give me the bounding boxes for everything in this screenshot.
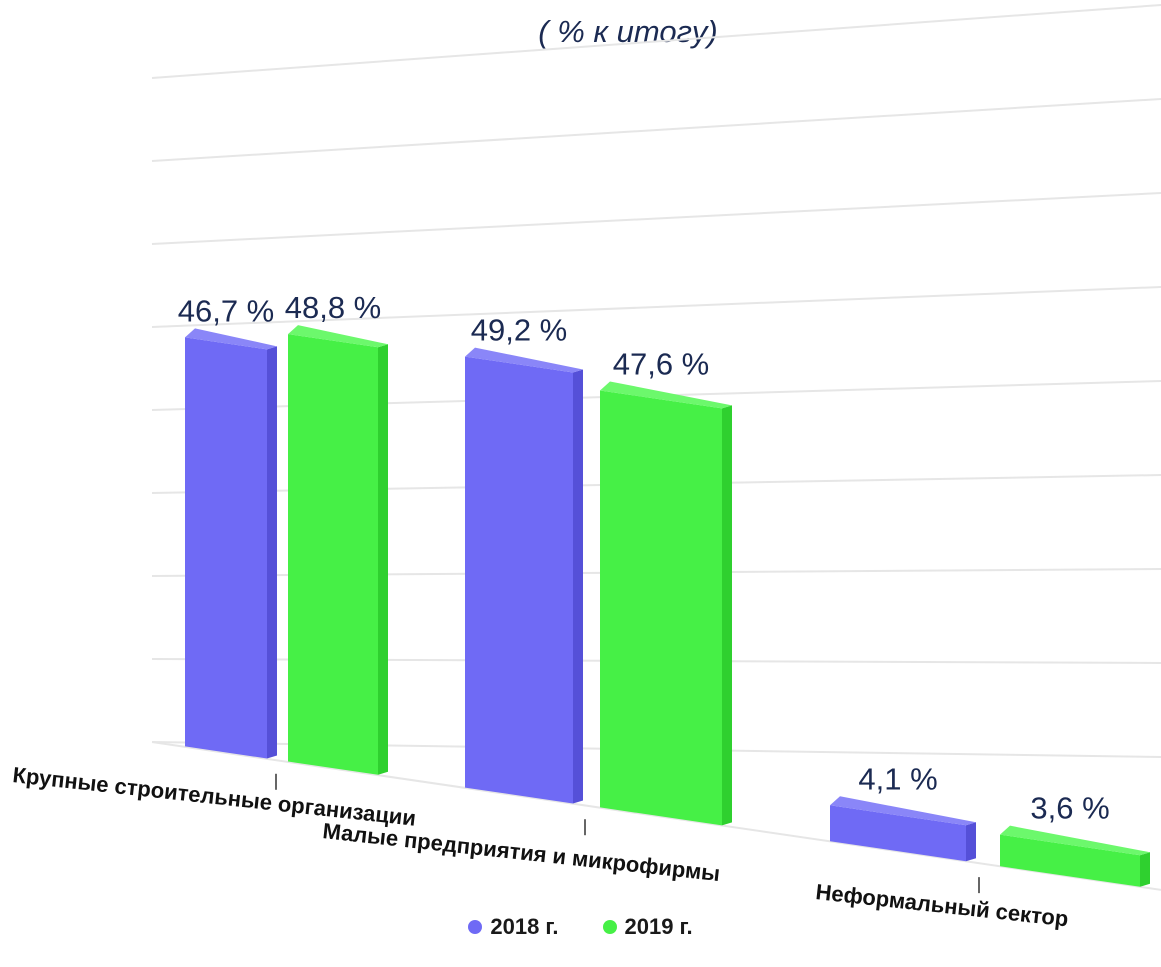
bar-2019-0[interactable]: [288, 325, 388, 775]
bar-2019-1[interactable]: [600, 381, 732, 826]
gridline: [151, 4, 1161, 79]
bar-2018-1[interactable]: [465, 347, 583, 804]
bar-side: [1140, 852, 1150, 887]
gridline: [151, 98, 1161, 162]
bars: [185, 325, 1150, 887]
legend-marker-2019: [602, 920, 617, 934]
chart-legend: 2018 г. 2019 г.: [0, 914, 1161, 940]
category-label: Малые предприятия и микрофирмы: [321, 818, 721, 886]
bar-side: [378, 344, 388, 775]
value-label: 47,6 %: [613, 346, 710, 381]
gridline: [151, 741, 1161, 891]
bar-front: [1000, 834, 1140, 887]
legend-item-2019[interactable]: 2019 г.: [602, 914, 693, 940]
bar-top: [288, 325, 388, 348]
gridline: [151, 192, 1161, 245]
bar-top: [1000, 825, 1150, 856]
bar-top: [830, 796, 976, 826]
legend-label-2019: 2019 г.: [624, 914, 693, 939]
value-label: 46,7 %: [178, 293, 275, 328]
value-labels: 46,7 % 48,8 % 49,2 % 47,6 % 4,1 % 3,6 %: [178, 290, 1110, 826]
bar-side: [267, 346, 277, 759]
category-ticks: [275, 773, 980, 894]
bar-side: [966, 822, 976, 862]
bar-top: [185, 328, 277, 350]
value-label: 48,8 %: [285, 290, 382, 325]
bar-front: [600, 390, 722, 826]
value-label: 4,1 %: [858, 761, 937, 796]
legend-marker-2018: [468, 920, 483, 934]
bar-front: [830, 805, 966, 862]
value-label: 49,2 %: [471, 313, 568, 348]
legend-label-2018: 2018 г.: [490, 914, 559, 939]
bar-top: [600, 381, 732, 409]
bar-front: [185, 337, 267, 759]
bar-2018-0[interactable]: [185, 328, 277, 759]
bar-front: [288, 334, 378, 775]
bar-2018-2[interactable]: [830, 796, 976, 862]
value-label: 3,6 %: [1030, 791, 1109, 826]
bar-front: [465, 356, 573, 804]
bar-2019-2[interactable]: [1000, 825, 1150, 887]
bar-top: [465, 347, 583, 373]
bar-side: [722, 405, 732, 826]
bar-side: [573, 369, 583, 804]
gridline: [151, 286, 1161, 328]
legend-item-2018[interactable]: 2018 г.: [468, 914, 559, 940]
